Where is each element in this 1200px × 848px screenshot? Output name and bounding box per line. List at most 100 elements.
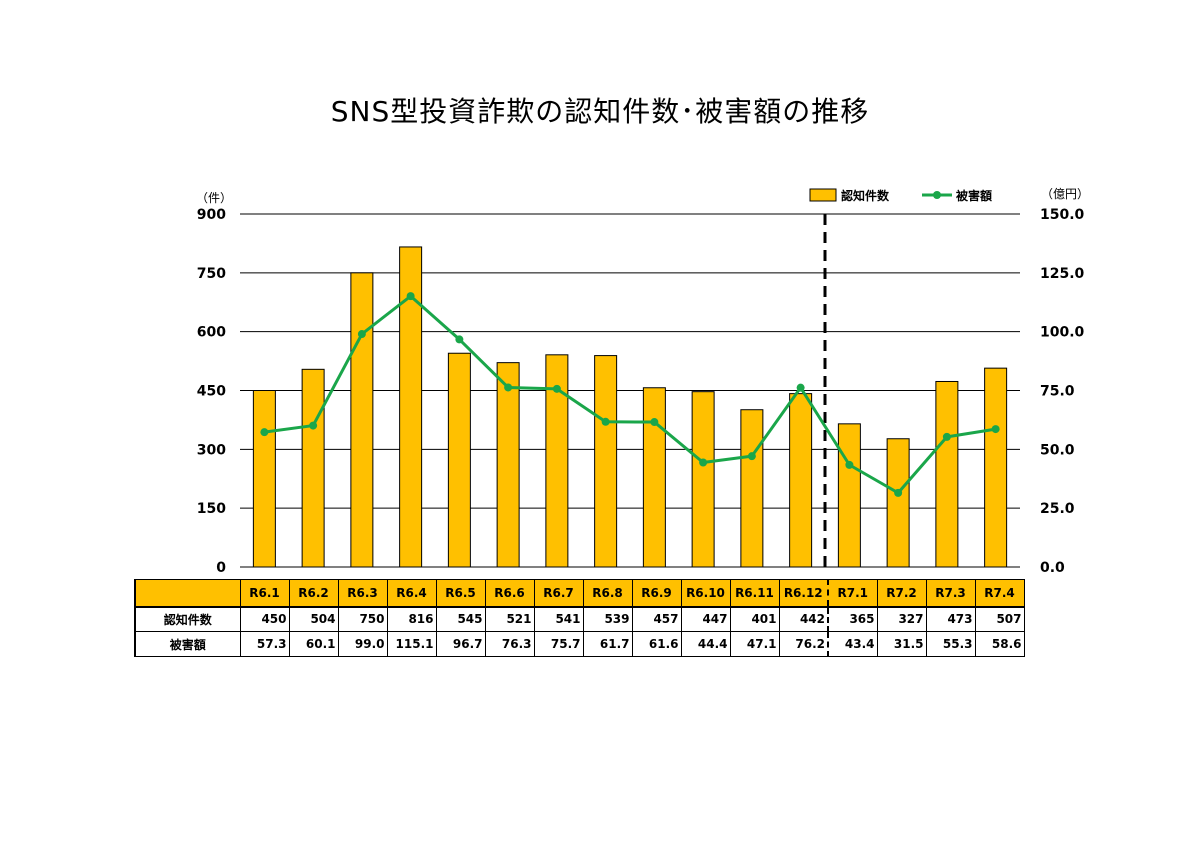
table-cases-cell: 539 [582, 606, 633, 632]
left-tick-label: 750 [197, 266, 226, 282]
table-damage-cell: 61.6 [631, 631, 682, 657]
line-point [357, 330, 366, 339]
line-point [942, 432, 951, 441]
bar [837, 423, 861, 568]
left-tick-label: 150 [197, 501, 226, 517]
table-category-cell: R6.2 [288, 579, 339, 608]
line-point [504, 383, 513, 392]
table-row-label-cases: 認知件数 [134, 606, 241, 632]
table-cases-cell: 442 [778, 606, 829, 632]
line-point [309, 421, 318, 430]
line-point [260, 428, 269, 437]
line-point [894, 488, 903, 497]
bar [886, 438, 910, 568]
table-damage-cell: 57.3 [239, 631, 290, 657]
right-tick-label: 150.0 [1040, 207, 1085, 223]
table-category-cell: R6.1 [239, 579, 290, 608]
table-category-cell: R6.9 [631, 579, 682, 608]
bar [935, 380, 959, 568]
table-category-cell: R7.1 [827, 579, 878, 608]
data-table: R6.1 R6.2 R6.3 R6.4 R6.5 R6.6 R6.7 R6.8 R6.9 R6.1… [134, 579, 1025, 657]
left-axis-unit: （件） [196, 191, 232, 205]
table-cases-cell: 541 [533, 606, 584, 632]
bar [789, 393, 813, 568]
legend-label-bar: 認知件数 [841, 188, 890, 203]
right-axis: 0.0 25.0 50.0 75.0 100.0 125.0 150.0 [1040, 207, 1085, 576]
table-row-cases: 認知件数 450 504 750 816 545 521 541 539 457 447 401 44… [134, 606, 1025, 632]
bar-series [252, 246, 1008, 568]
table-damage-cell: 76.2 [778, 631, 829, 657]
table-damage-cell: 43.4 [827, 631, 878, 657]
table-cases-cell: 507 [974, 606, 1025, 632]
left-tick-label: 900 [197, 207, 226, 223]
right-tick-label: 100.0 [1040, 325, 1085, 341]
table-category-cell: R6.11 [729, 579, 780, 608]
bar [642, 387, 666, 568]
left-tick-label: 600 [197, 325, 226, 341]
bar [399, 246, 423, 568]
table-category-cell: R6.4 [386, 579, 437, 608]
table-cases-cell: 504 [288, 606, 339, 632]
chart-title: SNS型投資詐欺の認知件数･被害額の推移 [330, 95, 870, 128]
table-damage-cell: 75.7 [533, 631, 584, 657]
line-point [991, 425, 1000, 434]
left-tick-label: 300 [197, 442, 226, 458]
table-damage-cell: 96.7 [435, 631, 486, 657]
damage-line [264, 294, 996, 495]
bar [740, 409, 764, 568]
right-tick-label: 0.0 [1040, 560, 1065, 576]
bar [691, 391, 715, 568]
table-cases-cell: 327 [876, 606, 927, 632]
line-series [260, 292, 1000, 497]
bar [984, 367, 1008, 568]
table-cases-cell: 447 [680, 606, 731, 632]
line-point [747, 452, 756, 461]
table-header-row: R6.1 R6.2 R6.3 R6.4 R6.5 R6.6 R6.7 R6.8 R6.9 R6.1… [134, 579, 1025, 608]
table-damage-cell: 115.1 [386, 631, 437, 657]
right-tick-label: 125.0 [1040, 266, 1085, 282]
line-point [406, 292, 415, 301]
line-point [552, 384, 561, 393]
bar [545, 354, 569, 568]
table-cases-cell: 750 [337, 606, 388, 632]
table-category-cell: R7.2 [876, 579, 927, 608]
table-damage-cell: 44.4 [680, 631, 731, 657]
table-damage-cell: 58.6 [974, 631, 1025, 657]
table-category-cell: R7.3 [925, 579, 976, 608]
legend-marker-line [933, 191, 941, 199]
line-point [601, 417, 610, 426]
right-tick-label: 25.0 [1040, 501, 1075, 517]
table-cases-cell: 365 [827, 606, 878, 632]
table-cases-cell: 521 [484, 606, 535, 632]
left-tick-label: 0 [216, 560, 226, 576]
table-category-cell: R6.3 [337, 579, 388, 608]
table-corner [134, 579, 241, 608]
line-point [845, 460, 854, 469]
table-damage-cell: 55.3 [925, 631, 976, 657]
table-category-cell: R6.10 [680, 579, 731, 608]
table-row-label-damage: 被害額 [134, 631, 241, 657]
table-cases-cell: 401 [729, 606, 780, 632]
table-category-cell: R6.6 [484, 579, 535, 608]
line-point [796, 383, 805, 392]
line-point [699, 458, 708, 467]
line-point [650, 418, 659, 427]
table-category-cell: R6.12 [778, 579, 829, 608]
bar [252, 390, 276, 568]
right-tick-label: 75.0 [1040, 384, 1075, 400]
table-category-cell: R6.7 [533, 579, 584, 608]
bar [496, 362, 520, 568]
bar [350, 272, 374, 568]
left-axis: 0 150 300 450 600 750 900 [197, 207, 226, 576]
table-damage-cell: 76.3 [484, 631, 535, 657]
table-row-damage: 被害額 57.3 60.1 99.0 115.1 96.7 76.3 75.7 61.7 61.… [134, 631, 1025, 657]
left-tick-label: 450 [197, 384, 226, 400]
bar [301, 368, 325, 568]
table-cases-cell: 473 [925, 606, 976, 632]
table-cases-cell: 457 [631, 606, 682, 632]
table-cases-cell: 816 [386, 606, 437, 632]
table-cases-cell: 450 [239, 606, 290, 632]
legend: 認知件数 被害額 [809, 188, 992, 203]
table-damage-cell: 60.1 [288, 631, 339, 657]
